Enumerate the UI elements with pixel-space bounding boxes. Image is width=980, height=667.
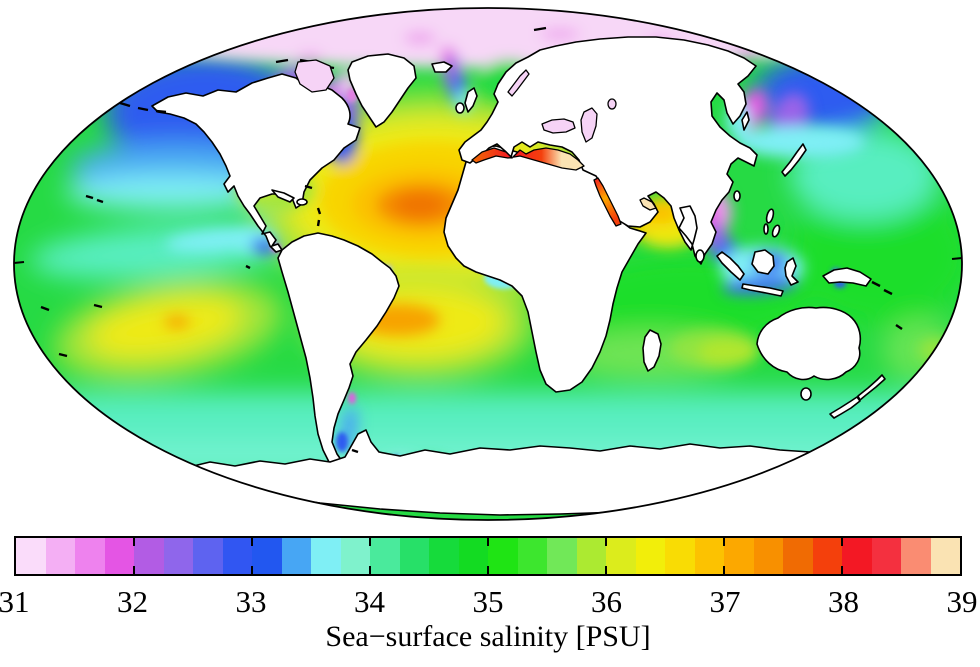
land-japan <box>781 143 807 177</box>
equator-tick-right <box>951 257 963 260</box>
colorbar-tick-mark <box>605 538 607 546</box>
colorbar-segment <box>724 538 754 574</box>
equator-tick-left <box>13 261 25 264</box>
colorbar <box>14 536 962 576</box>
colorbar-tick-mark <box>133 566 135 574</box>
land-greenland <box>347 53 417 128</box>
land-new-guinea <box>822 267 872 287</box>
colorbar-tick-mark <box>487 538 489 546</box>
colorbar-segment <box>812 538 842 574</box>
colorbar-segment <box>45 538 75 574</box>
colorbar-segment <box>547 538 577 574</box>
colorbar-segment <box>75 538 105 574</box>
sea-caspian <box>580 107 598 143</box>
sea-black <box>541 118 576 134</box>
colorbar-tick-label: 39 <box>946 584 978 619</box>
colorbar-segment <box>488 538 518 574</box>
colorbar-segment <box>930 538 960 574</box>
colorbar-tick-mark <box>369 566 371 574</box>
colorbar-segment <box>871 538 901 574</box>
colorbar-segment <box>370 538 400 574</box>
colorbar-tick-label: 36 <box>591 584 622 619</box>
land-hispaniola <box>296 198 308 206</box>
colorbar-segment <box>16 538 46 574</box>
colorbar-segment <box>694 538 724 574</box>
colorbar-segment <box>163 538 193 574</box>
land-antarctica <box>103 429 885 516</box>
land-sumatra <box>716 251 745 281</box>
colorbar-title: Sea−surface salinity [PSU] <box>325 620 651 653</box>
map-outline <box>13 7 963 521</box>
land-layer <box>40 26 903 516</box>
sea-aral <box>607 98 617 110</box>
colorbar-segment <box>753 538 783 574</box>
colorbar-segment <box>665 538 695 574</box>
colorbar-tick-mark <box>723 566 725 574</box>
land-tasmania <box>800 387 812 401</box>
colorbar-segment <box>783 538 813 574</box>
land-iceland <box>431 61 453 73</box>
colorbar-tick-label: 34 <box>354 584 385 619</box>
land-south-america <box>277 232 400 474</box>
colorbar-tick-label: 38 <box>828 584 859 619</box>
colorbar-tick-label: 33 <box>235 584 267 619</box>
land-taiwan <box>733 190 741 202</box>
colorbar-segment <box>281 538 311 574</box>
land-philippines-1 <box>765 208 775 224</box>
colorbar-segment <box>635 538 665 574</box>
colorbar-tick-mark <box>251 566 253 574</box>
land-new-zealand-north <box>857 374 886 401</box>
sea-baltic <box>507 69 530 97</box>
colorbar-tick-mark <box>133 538 135 546</box>
colorbar-tick-label: 35 <box>472 584 504 619</box>
colorbar-segment <box>222 538 252 574</box>
colorbar-segment <box>517 538 547 574</box>
colorbar-tick-mark <box>841 566 843 574</box>
land-australia <box>756 306 862 381</box>
colorbar-tick-mark <box>841 538 843 546</box>
land-philippines-2 <box>771 224 781 238</box>
land-philippines-3 <box>763 223 769 235</box>
colorbar-tick-mark <box>605 566 607 574</box>
sea-mediterranean <box>471 147 585 171</box>
colorbar-segment <box>606 538 636 574</box>
land-ireland <box>455 102 465 114</box>
land-britain <box>464 87 478 113</box>
land-cuba <box>271 189 295 203</box>
land-madagascar <box>642 329 662 372</box>
land-java <box>741 283 784 297</box>
marginal-seas <box>294 59 657 227</box>
colorbar-segment <box>104 538 134 574</box>
colorbar-tick-mark <box>251 538 253 546</box>
colorbar-segment <box>901 538 931 574</box>
colorbar-segment <box>252 538 282 574</box>
land-new-zealand-south <box>829 396 861 419</box>
colorbar-segment <box>311 538 341 574</box>
land-borneo <box>751 249 775 275</box>
colorbar-segment <box>458 538 488 574</box>
sea-red <box>593 177 622 227</box>
colorbar-segment <box>842 538 872 574</box>
land-sakhalin <box>741 111 750 131</box>
land-sulawesi <box>784 257 799 286</box>
colorbar-segment <box>134 538 164 574</box>
colorbar-segment <box>340 538 370 574</box>
colorbar-segment <box>576 538 606 574</box>
world-map-svg <box>13 7 963 521</box>
sea-hudson-bay <box>294 59 335 93</box>
colorbar-segment <box>399 538 429 574</box>
colorbar-tick-labels: 31 32 33 34 35 36 37 38 39 <box>0 584 978 620</box>
colorbar-segment <box>193 538 223 574</box>
colorbar-tick-label: 37 <box>709 584 741 619</box>
colorbar-tick-mark <box>369 538 371 546</box>
colorbar-tick-label: 31 <box>0 584 30 619</box>
sea-persian-gulf <box>639 197 657 211</box>
land-eurasia <box>458 36 758 265</box>
land-sri-lanka <box>695 249 705 263</box>
colorbar-segment <box>429 538 459 574</box>
colorbar-tick-mark <box>487 566 489 574</box>
colorbar-tick-mark <box>723 538 725 546</box>
colorbar-tick-label: 32 <box>117 584 148 619</box>
